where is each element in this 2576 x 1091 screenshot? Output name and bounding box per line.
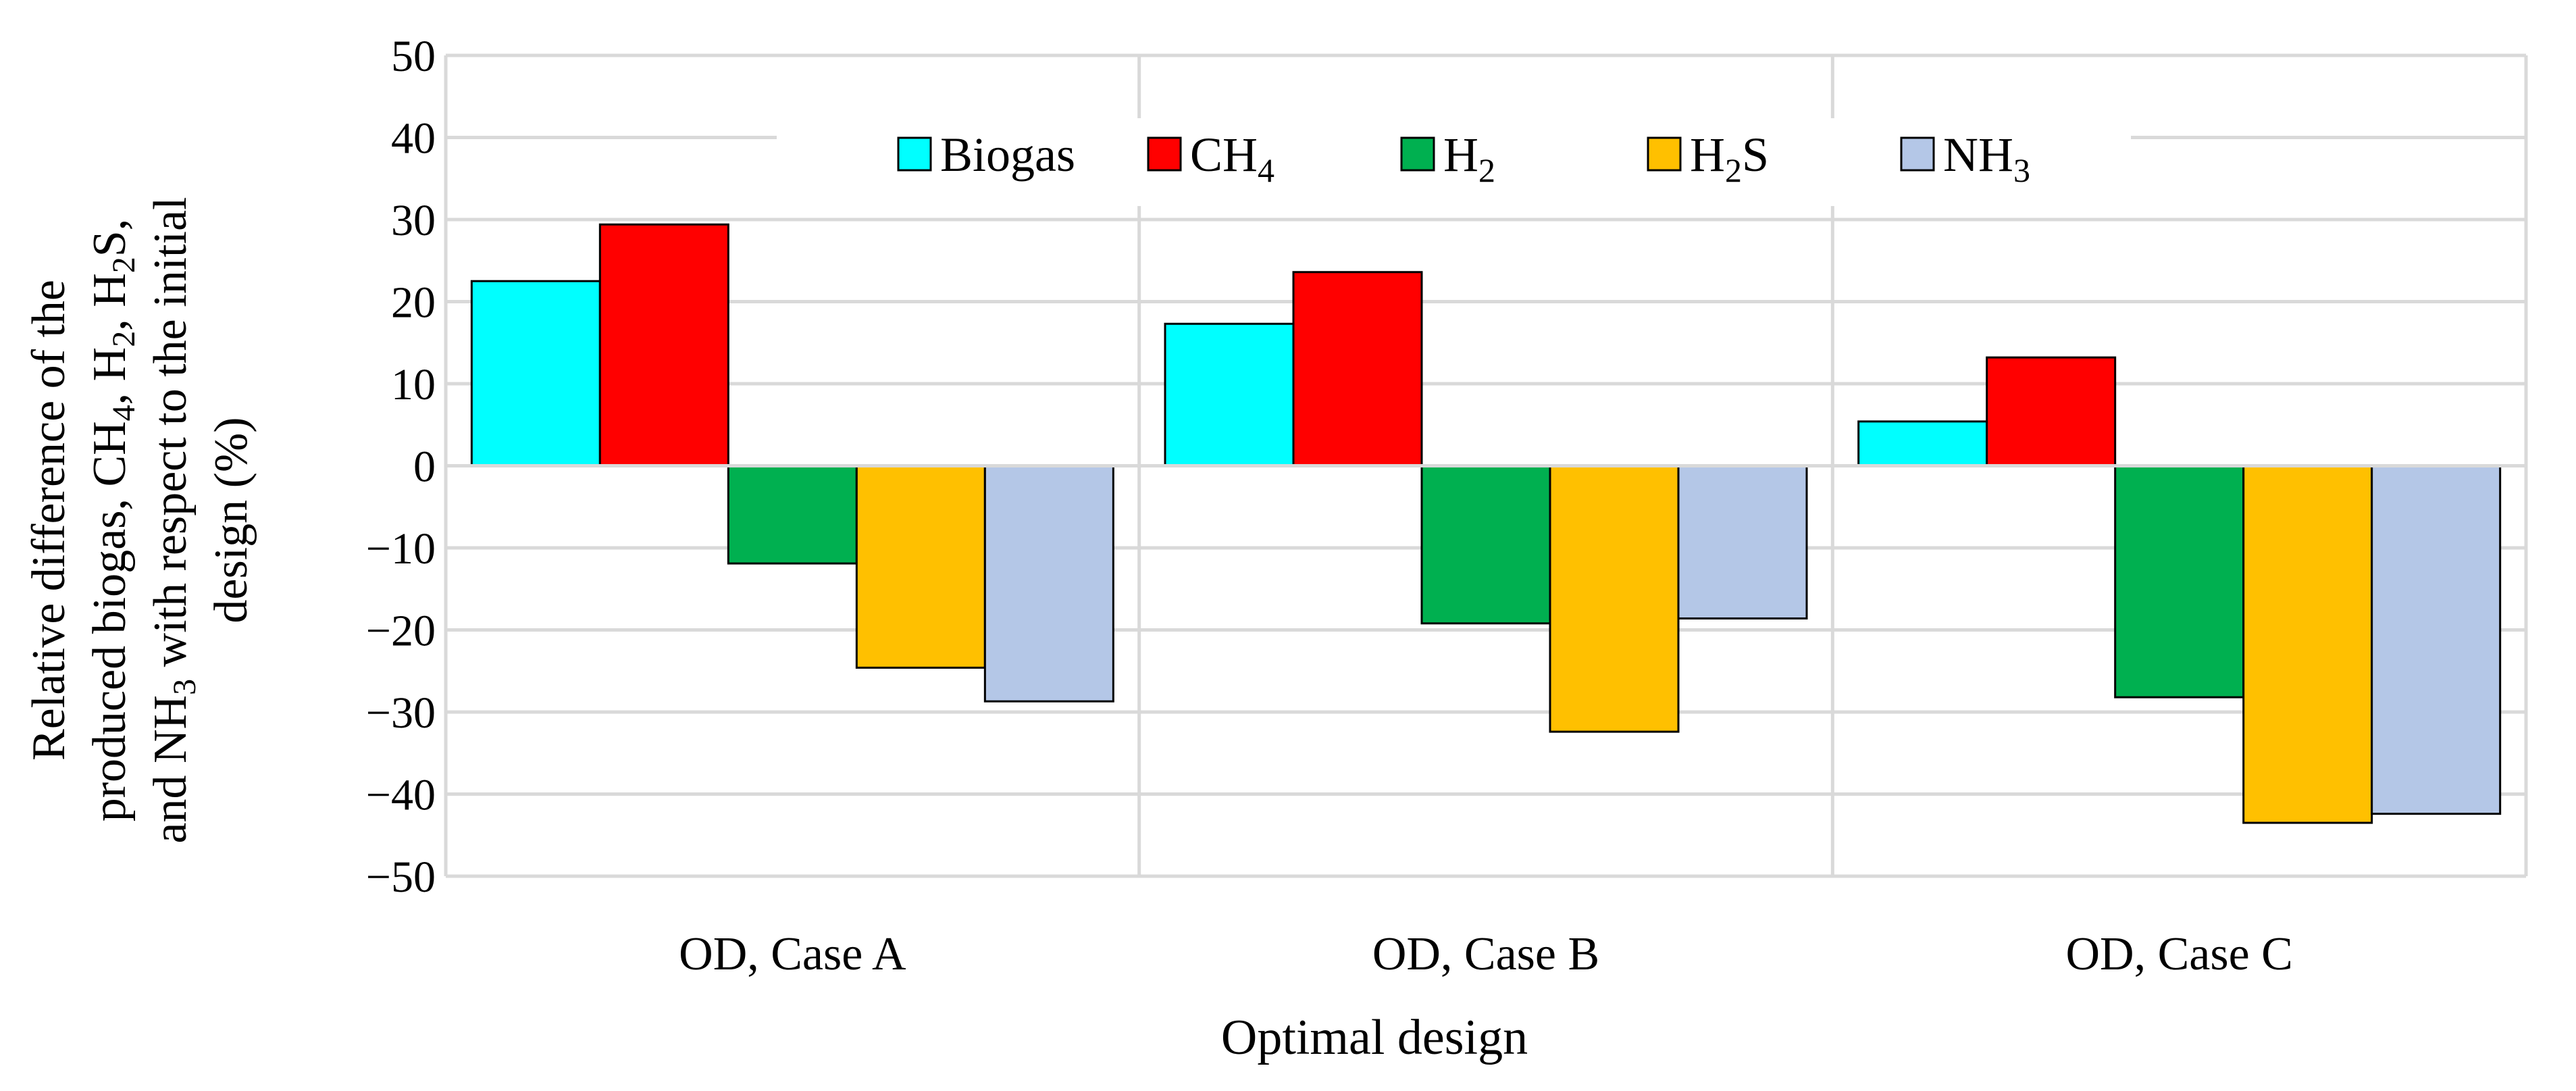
y-tick-label: 30	[391, 196, 436, 245]
legend-label-ch4: CH4	[1190, 128, 1274, 189]
legend-label-h2: H2	[1443, 128, 1495, 189]
bar-h2s-3	[2242, 465, 2373, 824]
y-axis-label-line: design (%)	[205, 417, 257, 623]
legend-swatch-h2s	[1647, 136, 1682, 172]
y-tick-label: 10	[391, 360, 436, 409]
bar-ch4-1	[598, 223, 729, 467]
bars	[470, 223, 2502, 824]
legend-swatch-h2	[1400, 136, 1435, 172]
legend-label-h2s: H2S	[1690, 128, 1769, 189]
y-tick-label: 50	[391, 32, 436, 81]
x-axis-label: Optimal design	[1221, 1010, 1528, 1065]
x-category-labels: OD, Case A OD, Case B OD, Case C	[679, 928, 2293, 980]
legend-swatch-ch4	[1147, 136, 1182, 172]
x-category-label: OD, Case B	[1372, 928, 1599, 980]
y-tick-label: −30	[366, 688, 436, 738]
bar-biogas-1	[470, 280, 601, 467]
legend: Biogas CH4 H2 H2S NH3	[777, 118, 2131, 206]
y-tick-labels: 50 40 30 20 10 0 −10 −20 −30 −40 −50	[366, 32, 436, 902]
y-tick-label: −50	[366, 853, 436, 902]
legend-swatch-biogas	[897, 136, 932, 172]
y-tick-label: 0	[413, 442, 436, 492]
bar-biogas-2	[1164, 322, 1295, 467]
legend-label-biogas: Biogas	[940, 128, 1075, 182]
bar-h2-1	[727, 465, 858, 565]
y-axis-label: Relative difference of the produced bioga…	[23, 197, 257, 843]
y-axis-label-line: produced biogas, CH4, H2, H2S,	[84, 219, 142, 822]
y-tick-label: −40	[366, 771, 436, 820]
bar-nh3-1	[983, 465, 1114, 703]
y-tick-label: 40	[391, 114, 436, 163]
y-tick-label: −10	[366, 524, 436, 574]
y-tick-label: 20	[391, 278, 436, 328]
bar-h2s-1	[855, 465, 986, 669]
bar-h2-2	[1420, 465, 1551, 625]
bar-ch4-2	[1292, 271, 1423, 467]
legend-swatch-nh3	[1900, 136, 1935, 172]
x-category-label: OD, Case C	[2065, 928, 2292, 980]
x-category-label: OD, Case A	[679, 928, 906, 980]
bar-nh3-2	[1677, 465, 1808, 619]
y-axis-label-line: and NH3 with respect to the initial	[145, 197, 203, 843]
y-tick-label: −20	[366, 607, 436, 656]
legend-label-nh3: NH3	[1943, 128, 2030, 189]
bar-ch4-3	[1986, 356, 2117, 467]
bar-biogas-3	[1857, 420, 1988, 467]
y-axis-label-line: Relative difference of the	[23, 280, 75, 761]
bar-h2-3	[2114, 465, 2245, 699]
bar-nh3-3	[2371, 465, 2502, 815]
bar-h2s-2	[1549, 465, 1680, 733]
